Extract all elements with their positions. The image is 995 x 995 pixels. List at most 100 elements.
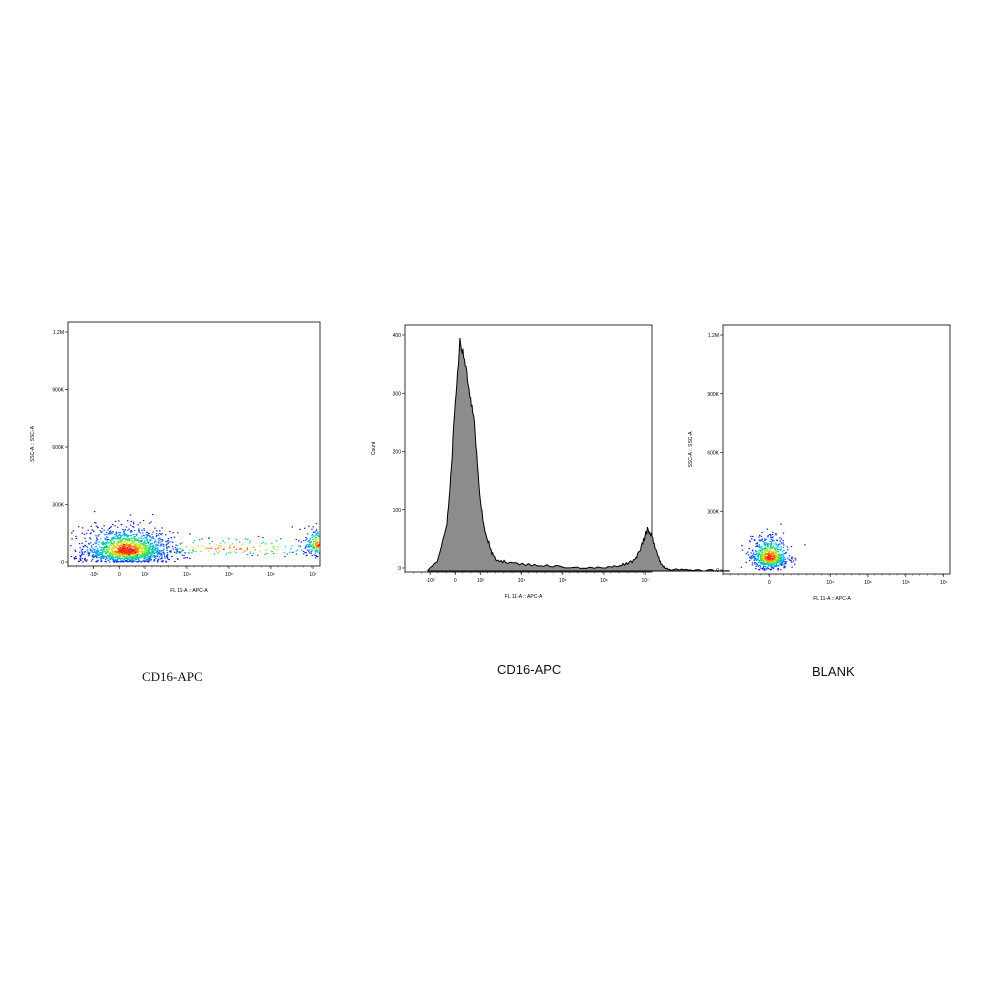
event-dot	[220, 545, 222, 547]
event-dot	[753, 555, 755, 557]
event-dot	[134, 544, 136, 546]
event-dot	[776, 545, 778, 547]
event-dot	[772, 567, 775, 569]
event-dot	[773, 566, 775, 568]
event-dot	[307, 546, 309, 548]
event-dot	[764, 546, 766, 548]
event-dot	[108, 557, 110, 559]
event-dot	[163, 545, 165, 547]
event-dot	[133, 541, 135, 543]
event-dot	[86, 532, 88, 534]
event-dot	[90, 550, 92, 552]
event-dot	[103, 529, 105, 531]
y-tick-label: 900K	[707, 392, 719, 398]
event-dot	[146, 549, 148, 551]
event-dot	[94, 552, 97, 554]
event-dot	[106, 544, 108, 546]
event-dot	[131, 561, 133, 563]
event-dot	[166, 556, 168, 558]
event-dot	[142, 555, 144, 557]
event-dot	[133, 530, 136, 532]
event-dot	[111, 548, 114, 550]
event-dot	[124, 557, 126, 559]
x-tick-label: -10²	[426, 578, 435, 584]
event-dot	[90, 538, 92, 540]
event-dot	[773, 558, 775, 560]
event-dot	[751, 556, 753, 558]
event-dot	[121, 546, 124, 548]
event-dot	[84, 559, 86, 561]
event-dot	[105, 556, 108, 558]
event-dot	[130, 552, 132, 554]
event-dot	[92, 557, 94, 559]
event-dot	[83, 553, 85, 555]
event-dot	[104, 543, 106, 545]
event-dot	[755, 546, 757, 548]
event-dot	[121, 548, 123, 550]
event-dot	[277, 546, 279, 548]
event-dot	[141, 554, 143, 556]
event-dot	[172, 546, 174, 548]
event-dot	[131, 538, 133, 540]
event-dot	[284, 556, 286, 558]
event-dot	[141, 543, 143, 545]
event-dot	[146, 550, 148, 552]
event-dot	[113, 556, 115, 558]
event-dot	[123, 548, 125, 550]
event-dot	[90, 545, 93, 547]
event-dot	[168, 546, 170, 548]
event-dot	[761, 559, 763, 561]
event-dot	[163, 552, 165, 554]
event-dot	[117, 541, 120, 543]
event-dot	[115, 533, 118, 535]
event-dot	[79, 547, 81, 549]
event-dot	[299, 528, 301, 530]
event-dot	[162, 549, 164, 551]
event-dot	[753, 554, 755, 556]
event-dot	[155, 549, 157, 551]
event-dot	[769, 554, 771, 556]
event-dot	[129, 545, 131, 547]
event-dot	[132, 552, 134, 554]
event-dot	[121, 551, 123, 553]
event-dot	[781, 562, 783, 564]
event-dot	[758, 561, 761, 563]
event-dot	[105, 555, 108, 557]
event-dot	[318, 544, 320, 546]
event-dot	[246, 554, 249, 556]
event-dot	[130, 545, 132, 547]
event-dot	[757, 559, 759, 561]
event-dot	[125, 560, 127, 562]
event-dot	[759, 561, 761, 563]
event-dot	[755, 568, 757, 570]
event-dot	[128, 557, 130, 559]
event-dot	[111, 538, 113, 540]
event-dot	[98, 557, 100, 559]
event-dot	[152, 544, 154, 546]
event-dot	[149, 558, 152, 560]
event-dot	[166, 552, 169, 554]
event-dot	[127, 540, 130, 542]
event-dot	[228, 544, 231, 546]
event-dot	[783, 564, 785, 566]
event-dot	[200, 551, 202, 553]
event-dot	[130, 545, 133, 547]
event-dot	[122, 548, 124, 550]
event-dot	[126, 535, 128, 537]
event-dot	[125, 526, 128, 528]
event-dot	[783, 566, 786, 568]
event-dot	[784, 563, 786, 565]
event-dot	[130, 548, 132, 550]
event-dot	[773, 554, 775, 556]
event-dot	[160, 539, 162, 541]
event-dot	[92, 548, 94, 550]
event-dot	[756, 553, 758, 555]
event-dot	[71, 538, 73, 540]
event-dot	[136, 544, 138, 546]
y-tick-label: 200	[393, 450, 402, 456]
event-dot	[102, 548, 104, 550]
event-dot	[116, 554, 118, 556]
event-dot	[109, 527, 111, 529]
event-dot	[755, 551, 757, 553]
event-dot	[134, 552, 137, 554]
